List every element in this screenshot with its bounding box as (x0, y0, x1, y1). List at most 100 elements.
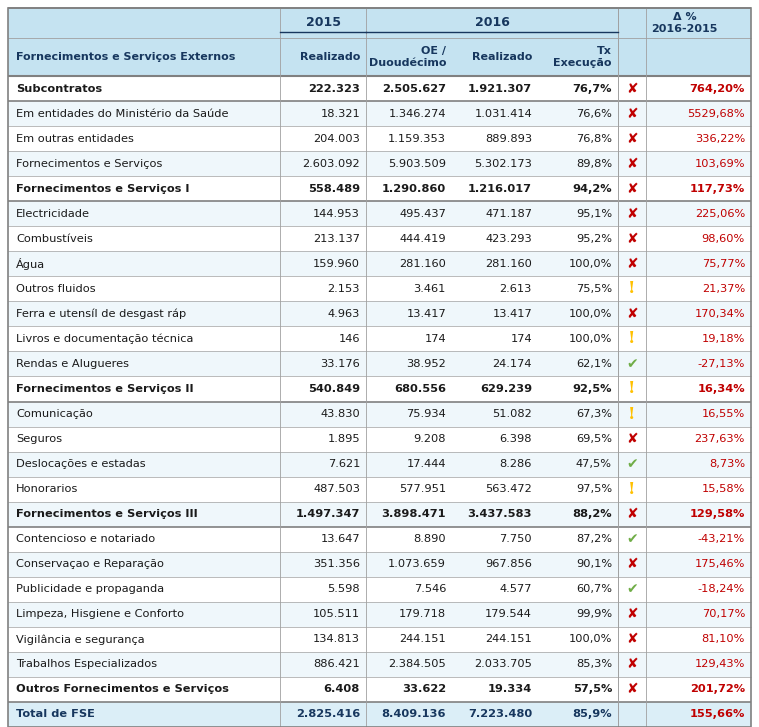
Text: 13.417: 13.417 (406, 309, 446, 319)
Text: 70,17%: 70,17% (701, 609, 745, 619)
Text: Publicidade e propaganda: Publicidade e propaganda (16, 585, 164, 594)
Text: 43.830: 43.830 (320, 409, 360, 419)
Text: !: ! (628, 281, 636, 297)
Text: 21,37%: 21,37% (702, 284, 745, 294)
Text: 3.898.471: 3.898.471 (382, 509, 446, 519)
Text: 889.893: 889.893 (485, 134, 532, 144)
Text: ✘: ✘ (626, 507, 638, 521)
Text: Fornecimentos e Serviços Externos: Fornecimentos e Serviços Externos (16, 52, 235, 62)
Text: 105.511: 105.511 (313, 609, 360, 619)
Text: 7.546: 7.546 (414, 585, 446, 594)
Text: 281.160: 281.160 (399, 259, 446, 269)
Text: 99,9%: 99,9% (576, 609, 612, 619)
Text: Realizado: Realizado (471, 52, 532, 62)
Text: ✔: ✔ (626, 457, 638, 471)
Text: 8.890: 8.890 (414, 534, 446, 545)
Text: 95,2%: 95,2% (576, 234, 612, 244)
Text: 8.286: 8.286 (499, 459, 532, 469)
Text: 1.290.860: 1.290.860 (382, 184, 446, 193)
Text: 60,7%: 60,7% (576, 585, 612, 594)
Text: Fornecimentos e Serviços III: Fornecimentos e Serviços III (16, 509, 198, 519)
Text: ✘: ✘ (626, 232, 638, 246)
Text: 89,8%: 89,8% (576, 158, 612, 169)
Text: Em entidades do Ministério da Saúde: Em entidades do Ministério da Saúde (16, 108, 228, 119)
Text: 51.082: 51.082 (493, 409, 532, 419)
Bar (8, 38, 751, 76)
Text: 75.934: 75.934 (406, 409, 446, 419)
Text: 423.293: 423.293 (485, 234, 532, 244)
Text: Δ %
2016-2015: Δ % 2016-2015 (651, 12, 718, 34)
Text: 2.613: 2.613 (499, 284, 532, 294)
Text: 5529,68%: 5529,68% (688, 108, 745, 119)
Text: 2.505.627: 2.505.627 (382, 84, 446, 94)
Bar (8, 101, 751, 126)
Text: 5.302.173: 5.302.173 (474, 158, 532, 169)
Text: ✘: ✘ (626, 632, 638, 646)
Text: 16,55%: 16,55% (702, 409, 745, 419)
Text: 1.895: 1.895 (327, 434, 360, 444)
Text: 5.598: 5.598 (327, 585, 360, 594)
Text: ✘: ✘ (626, 683, 638, 696)
Text: ✘: ✘ (626, 657, 638, 672)
Bar (8, 502, 751, 526)
Text: 577.951: 577.951 (399, 484, 446, 494)
Text: 76,8%: 76,8% (576, 134, 612, 144)
Text: 764,20%: 764,20% (690, 84, 745, 94)
Text: 15,58%: 15,58% (701, 484, 745, 494)
Text: 471.187: 471.187 (485, 209, 532, 219)
Text: 204.003: 204.003 (313, 134, 360, 144)
Text: 2016: 2016 (474, 17, 509, 30)
Text: 2.603.092: 2.603.092 (302, 158, 360, 169)
Text: 98,60%: 98,60% (702, 234, 745, 244)
Text: 237,63%: 237,63% (694, 434, 745, 444)
Text: 16,34%: 16,34% (698, 384, 745, 394)
Text: 9.208: 9.208 (414, 434, 446, 444)
Text: 159.960: 159.960 (313, 259, 360, 269)
Text: -18,24%: -18,24% (698, 585, 745, 594)
Bar (8, 702, 751, 727)
Text: OE /
Duoudécimo: OE / Duoudécimo (369, 46, 446, 68)
Text: ✘: ✘ (626, 182, 638, 196)
Text: 444.419: 444.419 (399, 234, 446, 244)
Text: ✘: ✘ (626, 307, 638, 321)
Text: ✘: ✘ (626, 558, 638, 571)
Text: 24.174: 24.174 (493, 359, 532, 369)
Text: Tx
Execução: Tx Execução (553, 46, 612, 68)
Text: 88,2%: 88,2% (572, 509, 612, 519)
Text: ✔: ✔ (626, 582, 638, 596)
Text: 244.151: 244.151 (399, 635, 446, 644)
Text: ✘: ✘ (626, 132, 638, 145)
Text: 81,10%: 81,10% (701, 635, 745, 644)
Text: Realizado: Realizado (300, 52, 360, 62)
Text: Vigilância e segurança: Vigilância e segurança (16, 634, 145, 645)
Text: !: ! (628, 406, 636, 422)
Text: 69,5%: 69,5% (576, 434, 612, 444)
Text: 1.159.353: 1.159.353 (388, 134, 446, 144)
Text: 179.544: 179.544 (485, 609, 532, 619)
Text: 175,46%: 175,46% (694, 559, 745, 569)
Text: 179.718: 179.718 (399, 609, 446, 619)
Text: 4.963: 4.963 (328, 309, 360, 319)
Text: 95,1%: 95,1% (576, 209, 612, 219)
Text: 94,2%: 94,2% (572, 184, 612, 193)
Text: 4.577: 4.577 (499, 585, 532, 594)
Text: 117,73%: 117,73% (690, 184, 745, 193)
Text: 134.813: 134.813 (313, 635, 360, 644)
Text: ✔: ✔ (626, 357, 638, 371)
Text: 67,3%: 67,3% (576, 409, 612, 419)
Bar (8, 427, 751, 451)
Text: 38.952: 38.952 (406, 359, 446, 369)
Text: 100,0%: 100,0% (568, 259, 612, 269)
Bar (8, 351, 751, 377)
Bar (8, 377, 751, 401)
Bar (8, 76, 751, 101)
Text: 213.137: 213.137 (313, 234, 360, 244)
Text: !: ! (628, 380, 636, 398)
Text: Total de FSE: Total de FSE (16, 710, 95, 720)
Text: 8.409.136: 8.409.136 (382, 710, 446, 720)
Text: 170,34%: 170,34% (694, 309, 745, 319)
Text: 3.461: 3.461 (414, 284, 446, 294)
Text: 76,6%: 76,6% (576, 108, 612, 119)
Text: 225,06%: 225,06% (694, 209, 745, 219)
Text: 2.153: 2.153 (327, 284, 360, 294)
